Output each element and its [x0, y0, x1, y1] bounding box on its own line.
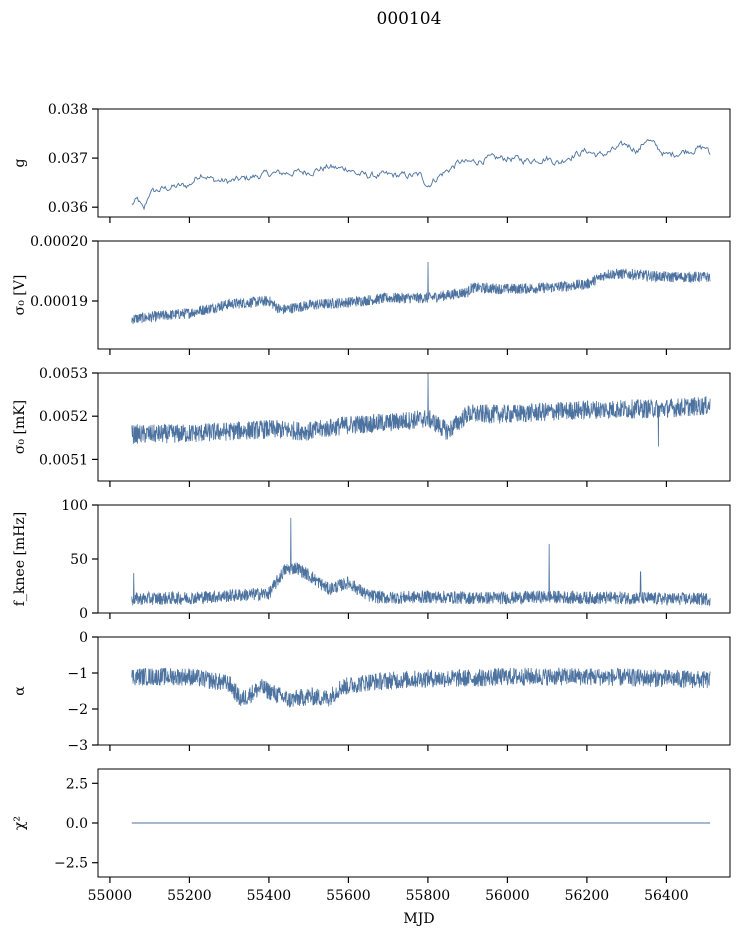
panel-2: 0.00019 0.00020 σ₀ [V]: [12, 234, 731, 355]
y-tick-label: 0.0051: [39, 452, 88, 468]
y-tick-label: 0.0053: [39, 366, 88, 382]
x-tick-label: 55600: [326, 888, 371, 904]
y-axis-label: σ₀ [V]: [12, 275, 28, 316]
panel-3: 0.0051 0.0052 0.0053 σ₀ [mK]: [12, 366, 731, 487]
y-tick-label: −3: [67, 738, 88, 754]
panel-1: 0.036 0.037 0.038 g: [12, 102, 731, 223]
series-line: [131, 517, 711, 607]
y-tick-label: 2.5: [66, 776, 88, 792]
x-tick-label: 55400: [247, 888, 292, 904]
x-tick-label: 56200: [565, 888, 610, 904]
panel-5: −3 −2 −1 0 α: [12, 630, 731, 754]
series-line: [131, 261, 711, 325]
y-tick-label: 0.0052: [39, 409, 88, 425]
plot-frame: [97, 240, 731, 350]
plot-frame: [97, 108, 731, 218]
figure-title: 000104: [377, 9, 442, 29]
y-tick-label: −2.5: [54, 856, 88, 872]
y-axis-label: χ²: [12, 816, 28, 830]
x-axis-label: MJD: [403, 911, 434, 927]
x-tick-label: 56400: [644, 888, 689, 904]
panel-4: 0 50 100 f_knee [mHz]: [12, 498, 731, 622]
x-tick-label: 55000: [88, 888, 133, 904]
y-tick-label: 0.00019: [30, 294, 88, 310]
x-tick-label: 55200: [167, 888, 212, 904]
series-line: [131, 373, 711, 447]
y-axis-label: σ₀ [mK]: [12, 400, 28, 454]
plot-frame: [97, 372, 731, 482]
y-tick-label: 50: [70, 552, 88, 568]
x-tick-label: 56000: [485, 888, 530, 904]
y-tick-label: 0: [79, 606, 88, 622]
y-axis-label: g: [12, 158, 28, 167]
y-tick-label: −2: [67, 702, 88, 718]
y-tick-label: −1: [67, 666, 88, 682]
plot-frame: [97, 636, 731, 746]
panel-6: −2.5 0.0 2.5 55000 55200 55400 55600 55800 56000…: [12, 768, 731, 904]
y-tick-label: 0: [79, 630, 88, 646]
y-tick-label: 0.037: [48, 151, 88, 167]
y-tick-label: 0.00020: [30, 234, 88, 250]
y-axis-label: α: [12, 686, 28, 696]
y-axis-label: f_knee [mHz]: [12, 512, 28, 607]
y-tick-label: 0.038: [48, 102, 88, 118]
y-tick-label: 100: [61, 498, 88, 514]
series-line: [131, 667, 711, 708]
x-tick-label: 55800: [406, 888, 451, 904]
series-line: [131, 138, 711, 211]
y-tick-label: 0.0: [66, 816, 88, 832]
y-tick-label: 0.036: [48, 200, 88, 216]
